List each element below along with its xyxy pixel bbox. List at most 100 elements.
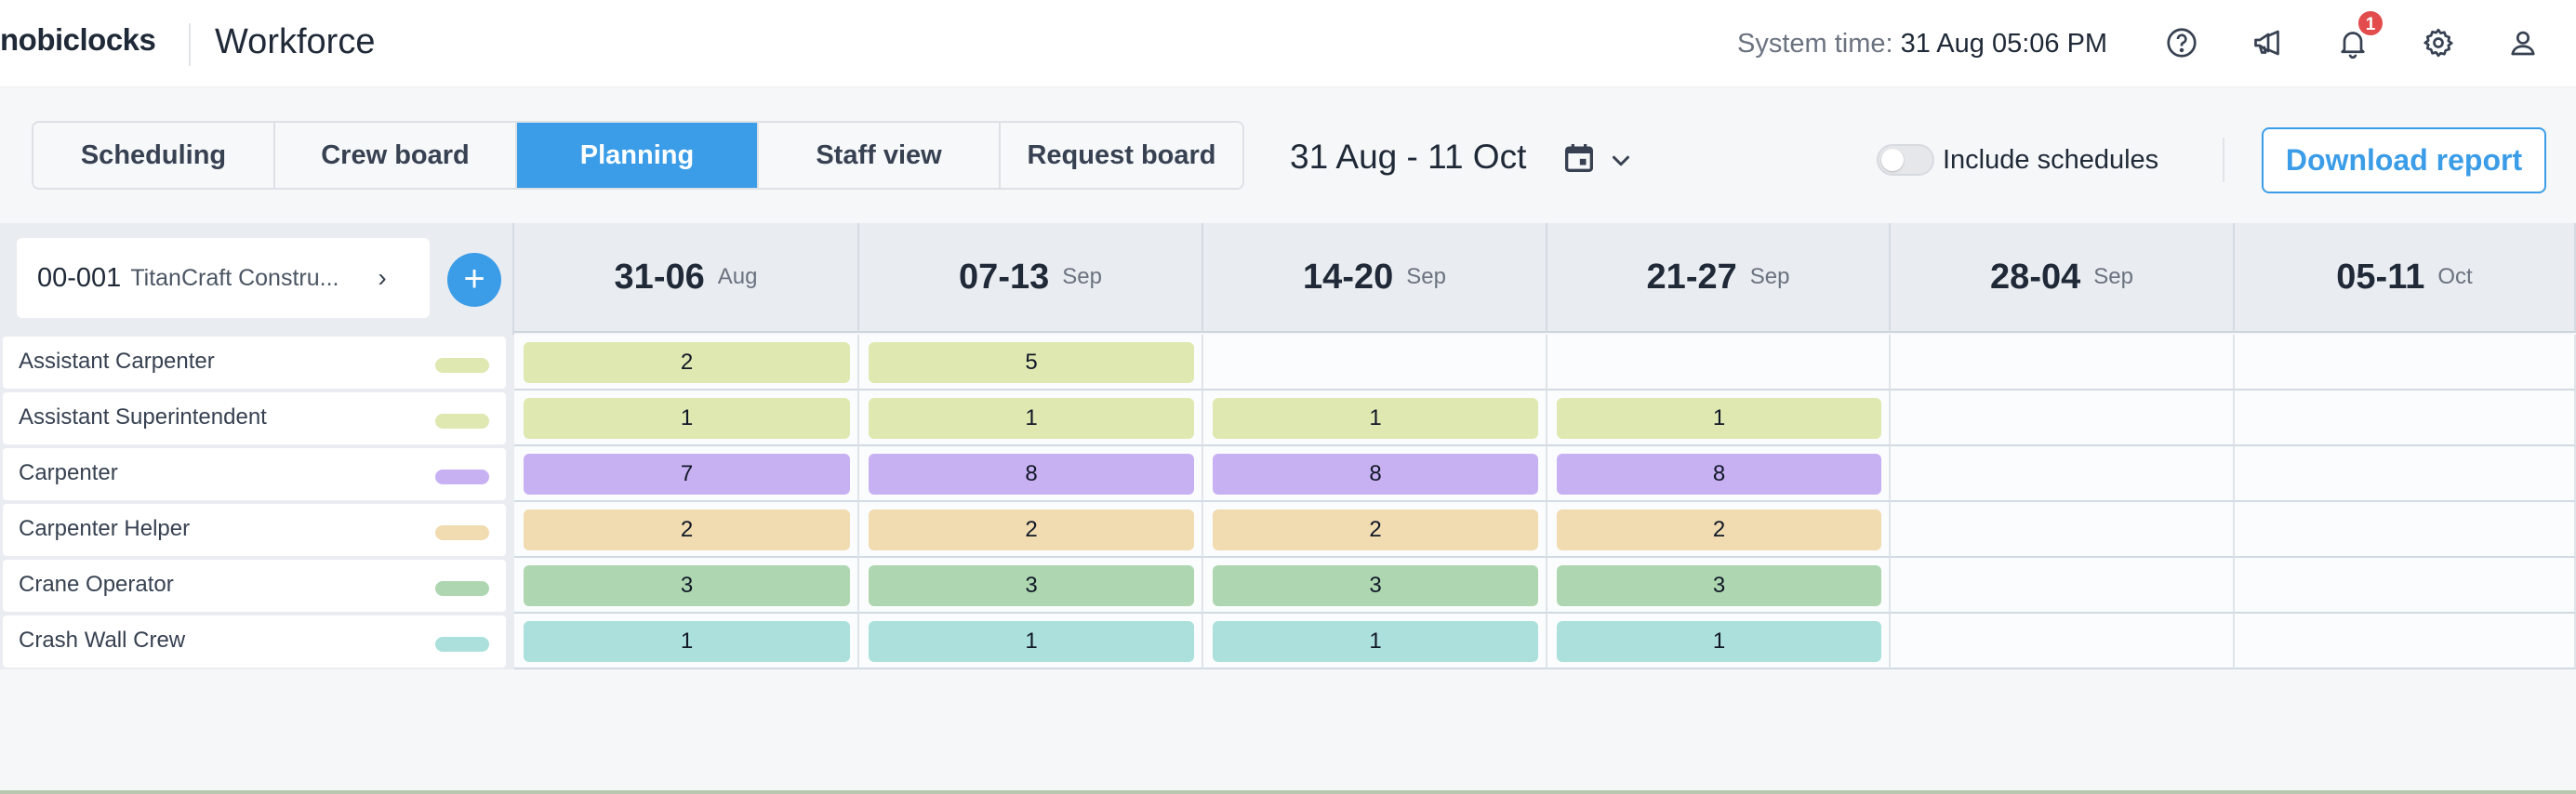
plan-cell[interactable]: [2235, 558, 2576, 614]
week-header: 14-20 Sep: [1203, 223, 1547, 333]
plan-cell[interactable]: 8: [859, 446, 1203, 502]
headcount-pill[interactable]: 2: [869, 509, 1194, 550]
headcount-pill[interactable]: 8: [869, 454, 1194, 495]
plan-cell[interactable]: 2: [514, 502, 859, 558]
tab-planning[interactable]: Planning: [517, 123, 759, 188]
role-card[interactable]: Assistant Superintendent: [3, 392, 506, 444]
add-role-button[interactable]: +: [447, 253, 501, 307]
week-range: 07-13: [959, 257, 1050, 297]
headcount-pill[interactable]: 3: [1557, 565, 1881, 606]
plan-cell[interactable]: 1: [1547, 614, 1891, 669]
plan-cell[interactable]: [2235, 502, 2576, 558]
plan-cell[interactable]: 1: [514, 614, 859, 669]
week-header: 05-11 Oct: [2235, 223, 2576, 333]
gear-icon[interactable]: [2420, 24, 2457, 61]
plan-cell[interactable]: [1547, 335, 1891, 390]
plan-cell[interactable]: 3: [1203, 558, 1547, 614]
plan-cell[interactable]: [2235, 335, 2576, 390]
tab-scheduling[interactable]: Scheduling: [33, 123, 275, 188]
headcount-pill[interactable]: 1: [524, 621, 850, 662]
tab-request-board[interactable]: Request board: [1001, 123, 1242, 188]
role-card[interactable]: Crash Wall Crew: [3, 615, 506, 668]
plan-cell[interactable]: 3: [859, 558, 1203, 614]
headcount-pill[interactable]: 3: [869, 565, 1194, 606]
headcount-pill[interactable]: 3: [524, 565, 850, 606]
role-row: Crane Operator: [0, 558, 514, 614]
plan-cell[interactable]: 2: [1547, 502, 1891, 558]
role-row: Assistant Carpenter: [0, 335, 514, 390]
tab-crew-board[interactable]: Crew board: [275, 123, 517, 188]
plan-cell[interactable]: [1891, 335, 2235, 390]
headcount-pill[interactable]: 1: [1213, 398, 1538, 439]
help-icon[interactable]: [2163, 24, 2200, 61]
system-time-label: System time:: [1737, 29, 1893, 59]
user-icon[interactable]: [2504, 24, 2542, 61]
headcount-pill[interactable]: 7: [524, 454, 850, 495]
headcount-pill[interactable]: 5: [869, 342, 1194, 383]
role-label: Carpenter: [19, 460, 118, 485]
plan-cell[interactable]: [1891, 614, 2235, 669]
plan-cell[interactable]: 7: [514, 446, 859, 502]
megaphone-icon[interactable]: [2250, 24, 2287, 61]
headcount-pill[interactable]: 2: [1213, 509, 1538, 550]
headcount-pill[interactable]: 2: [524, 509, 850, 550]
role-color-swatch: [435, 470, 489, 484]
week-month: Sep: [1062, 264, 1102, 289]
plan-cell[interactable]: [2235, 614, 2576, 669]
toggle-knob: [1881, 149, 1904, 171]
headcount-pill[interactable]: 1: [1557, 398, 1881, 439]
plan-cell[interactable]: [2235, 446, 2576, 502]
plan-cell[interactable]: 8: [1547, 446, 1891, 502]
headcount-pill[interactable]: 1: [524, 398, 850, 439]
headcount-pill[interactable]: 3: [1213, 565, 1538, 606]
chevron-down-icon[interactable]: [1607, 147, 1635, 175]
plan-cell[interactable]: [1891, 558, 2235, 614]
plan-cell[interactable]: [1891, 390, 2235, 446]
headcount-pill[interactable]: 1: [869, 398, 1194, 439]
plan-cell[interactable]: 2: [514, 335, 859, 390]
headcount-pill[interactable]: 1: [1213, 621, 1538, 662]
bottom-border: [0, 790, 2576, 794]
headcount-pill[interactable]: 8: [1557, 454, 1881, 495]
headcount-pill[interactable]: 1: [869, 621, 1194, 662]
plan-cell[interactable]: 3: [514, 558, 859, 614]
plan-cell[interactable]: [1891, 446, 2235, 502]
headcount-pill[interactable]: 8: [1213, 454, 1538, 495]
plan-cell[interactable]: 1: [514, 390, 859, 446]
view-tabs: Scheduling Crew board Planning Staff vie…: [32, 121, 1244, 190]
calendar-icon[interactable]: [1560, 139, 1598, 177]
plan-cell[interactable]: 5: [859, 335, 1203, 390]
role-card[interactable]: Assistant Carpenter: [3, 337, 506, 389]
bell-icon[interactable]: [2334, 24, 2371, 61]
role-color-swatch: [435, 358, 489, 373]
plan-cell[interactable]: 2: [1203, 502, 1547, 558]
plan-cell[interactable]: [2235, 390, 2576, 446]
role-card[interactable]: Carpenter Helper: [3, 504, 506, 556]
headcount-pill[interactable]: 2: [1557, 509, 1881, 550]
headcount-pill[interactable]: 2: [524, 342, 850, 383]
system-time: System time: 31 Aug 05:06 PM: [1737, 29, 2107, 60]
week-range: 21-27: [1646, 257, 1737, 297]
headcount-pill[interactable]: 1: [1557, 621, 1881, 662]
plan-cell[interactable]: 3: [1547, 558, 1891, 614]
week-range: 31-06: [614, 257, 705, 297]
plan-cell[interactable]: 2: [859, 502, 1203, 558]
role-card[interactable]: Carpenter: [3, 448, 506, 500]
tab-staff-view[interactable]: Staff view: [759, 123, 1001, 188]
plan-cell[interactable]: 1: [1203, 390, 1547, 446]
plan-cell[interactable]: 1: [859, 390, 1203, 446]
project-selector[interactable]: 00-001 TitanCraft Constru... ›: [17, 238, 430, 318]
plan-cell[interactable]: 8: [1203, 446, 1547, 502]
week-month: Sep: [1406, 264, 1446, 289]
plan-cell[interactable]: 1: [1547, 390, 1891, 446]
role-card[interactable]: Crane Operator: [3, 560, 506, 612]
plan-cell[interactable]: [1203, 335, 1547, 390]
role-label: Crane Operator: [19, 572, 174, 597]
plan-cell[interactable]: 1: [859, 614, 1203, 669]
include-schedules-toggle[interactable]: [1877, 144, 1934, 176]
plan-cell[interactable]: 1: [1203, 614, 1547, 669]
project-code: 00-001: [37, 262, 122, 293]
app-title: Workforce: [215, 22, 376, 61]
plan-cell[interactable]: [1891, 502, 2235, 558]
download-report-button[interactable]: Download report: [2262, 127, 2546, 193]
